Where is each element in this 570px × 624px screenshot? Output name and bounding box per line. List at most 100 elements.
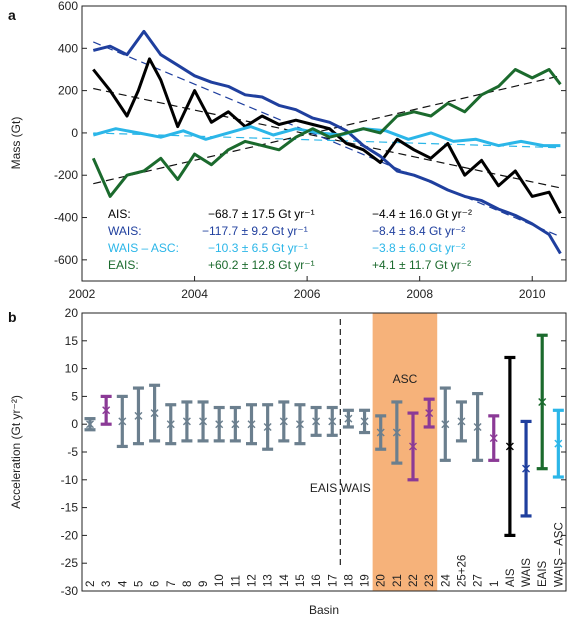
panel-a-y-tick-labels: -600 -400 -200 0 200 400 600 [54, 0, 566, 267]
panel-b-y-axis-label: Acceleration (Gt yr⁻²) [9, 395, 23, 509]
error-bar-ais [504, 355, 516, 538]
error-bar-17 [326, 405, 338, 437]
error-bar-marker [360, 417, 369, 426]
y-tick-label: -5 [67, 445, 78, 459]
legend-trend-wais: −117.7 ± 9.2 Gt yr⁻¹ [202, 224, 308, 238]
error-bar-marker [166, 420, 175, 429]
error-bar-12 [246, 403, 257, 446]
legend-accel-wais-asc: −3.8 ± 6.0 Gt yr⁻² [372, 241, 465, 255]
error-bar-22 [407, 411, 419, 482]
legend-name-wais: WAIS: [108, 224, 142, 238]
x-tick-label: 2006 [294, 287, 321, 301]
y-tick-label: 200 [58, 84, 78, 98]
series-line-eais [91, 68, 562, 198]
basin-label-wais: WAIS [521, 558, 533, 587]
y-tick-label: -200 [54, 168, 78, 182]
basin-label-25-26: 25+26 [456, 555, 468, 587]
error-bar-6 [149, 383, 161, 443]
error-bar-25-26 [455, 400, 467, 443]
error-bar-10 [213, 405, 225, 443]
basin-label-6: 6 [150, 581, 162, 587]
error-bar-5 [132, 386, 144, 446]
y-tick-label: -600 [54, 253, 78, 267]
error-bar-20 [375, 414, 387, 451]
y-tick-label: 10 [65, 362, 79, 376]
error-bar-13 [262, 403, 274, 451]
y-tick-label: -10 [61, 473, 79, 487]
error-bar-marker [392, 428, 401, 437]
basin-label-9: 9 [198, 581, 210, 587]
basin-label-10: 10 [214, 574, 226, 587]
error-bar-wais [520, 419, 532, 518]
panel-b-label: b [8, 309, 17, 325]
error-bar-marker [522, 464, 531, 473]
error-bar-marker [118, 417, 127, 426]
basin-label-27: 27 [473, 574, 485, 587]
error-bar-marker [312, 417, 321, 426]
basin-label-wais-asc: WAIS – ASC [553, 522, 565, 587]
error-bar-8 [181, 400, 193, 443]
y-tick-label: -30 [61, 584, 79, 598]
error-bar-9 [197, 400, 209, 443]
legend-trend-wais-asc: −10.3 ± 6.5 Gt yr⁻¹ [208, 241, 308, 255]
legend-accel-eais: +4.1 ± 11.7 Gt yr⁻² [372, 258, 471, 272]
error-bar-3 [100, 394, 112, 426]
y-tick-label: 600 [58, 0, 78, 13]
error-bar-marker [134, 411, 143, 420]
panel-a-x-tick-labels: 2002 2004 2006 2008 2010 [69, 276, 546, 301]
error-bar-marker [199, 417, 208, 426]
eais-wais-label: EAIS WAIS [310, 481, 371, 495]
error-bar-marker [328, 417, 337, 426]
basin-label-2: 2 [85, 581, 97, 587]
error-bar-11 [229, 405, 241, 443]
error-bar-marker [150, 409, 159, 418]
error-bar-marker [231, 420, 240, 429]
basin-label-18: 18 [343, 574, 355, 587]
basin-label-5: 5 [133, 581, 145, 587]
series-line-ais [92, 57, 562, 215]
panel-a-trend-lines [93, 41, 561, 238]
basin-label-1: 1 [489, 581, 501, 587]
error-bar-marker [182, 417, 191, 426]
error-bar-marker [279, 417, 288, 426]
error-bar-marker [295, 420, 304, 429]
basin-label-15: 15 [295, 574, 307, 587]
basin-label-7: 7 [166, 581, 178, 587]
error-bar-14 [278, 400, 290, 443]
error-bar-18 [342, 408, 354, 429]
error-bar-eais [536, 333, 548, 471]
panel-a-legend: AIS: −68.7 ± 17.5 Gt yr⁻¹ −4.4 ± 16.0 Gt… [108, 207, 472, 272]
y-tick-label: 20 [65, 306, 79, 320]
series-line-wais-asc [92, 125, 561, 148]
panel-b-error-bars [84, 333, 564, 538]
error-bar-marker [441, 420, 450, 429]
legend-trend-eais: +60.2 ± 12.8 Gt yr⁻¹ [208, 258, 315, 272]
basin-label-21: 21 [392, 574, 404, 587]
series-line-wais [92, 29, 562, 255]
basin-label-16: 16 [311, 574, 323, 587]
error-bar-24 [439, 386, 451, 462]
basin-label-23: 23 [424, 574, 436, 587]
error-bar-marker [263, 422, 272, 431]
error-bar-marker [344, 414, 353, 423]
error-bar-marker [457, 417, 466, 426]
basin-label-11: 11 [230, 575, 242, 587]
basin-label-12: 12 [247, 574, 259, 587]
y-tick-label: 0 [71, 126, 78, 140]
basin-label-8: 8 [182, 581, 194, 587]
y-tick-label: 5 [71, 389, 78, 403]
error-bar-2 [84, 417, 96, 432]
panel-b-basin-labels: 2 3 4 5 6 7 8 9 10 11 12 13 14 15 16 17 18 19 20 21 22 23 24 25… [85, 522, 565, 587]
error-bar-4 [116, 394, 128, 449]
panel-a-series [91, 29, 562, 255]
basin-label-22: 22 [408, 574, 420, 587]
trend-line-wais [93, 41, 561, 238]
legend-accel-ais: −4.4 ± 16.0 Gt yr⁻² [372, 207, 472, 221]
basin-label-3: 3 [101, 581, 113, 587]
panel-a-frame [81, 5, 567, 282]
basin-label-eais: EAIS [537, 560, 549, 587]
y-tick-label: -15 [61, 501, 79, 515]
trend-line-eais [93, 75, 561, 185]
